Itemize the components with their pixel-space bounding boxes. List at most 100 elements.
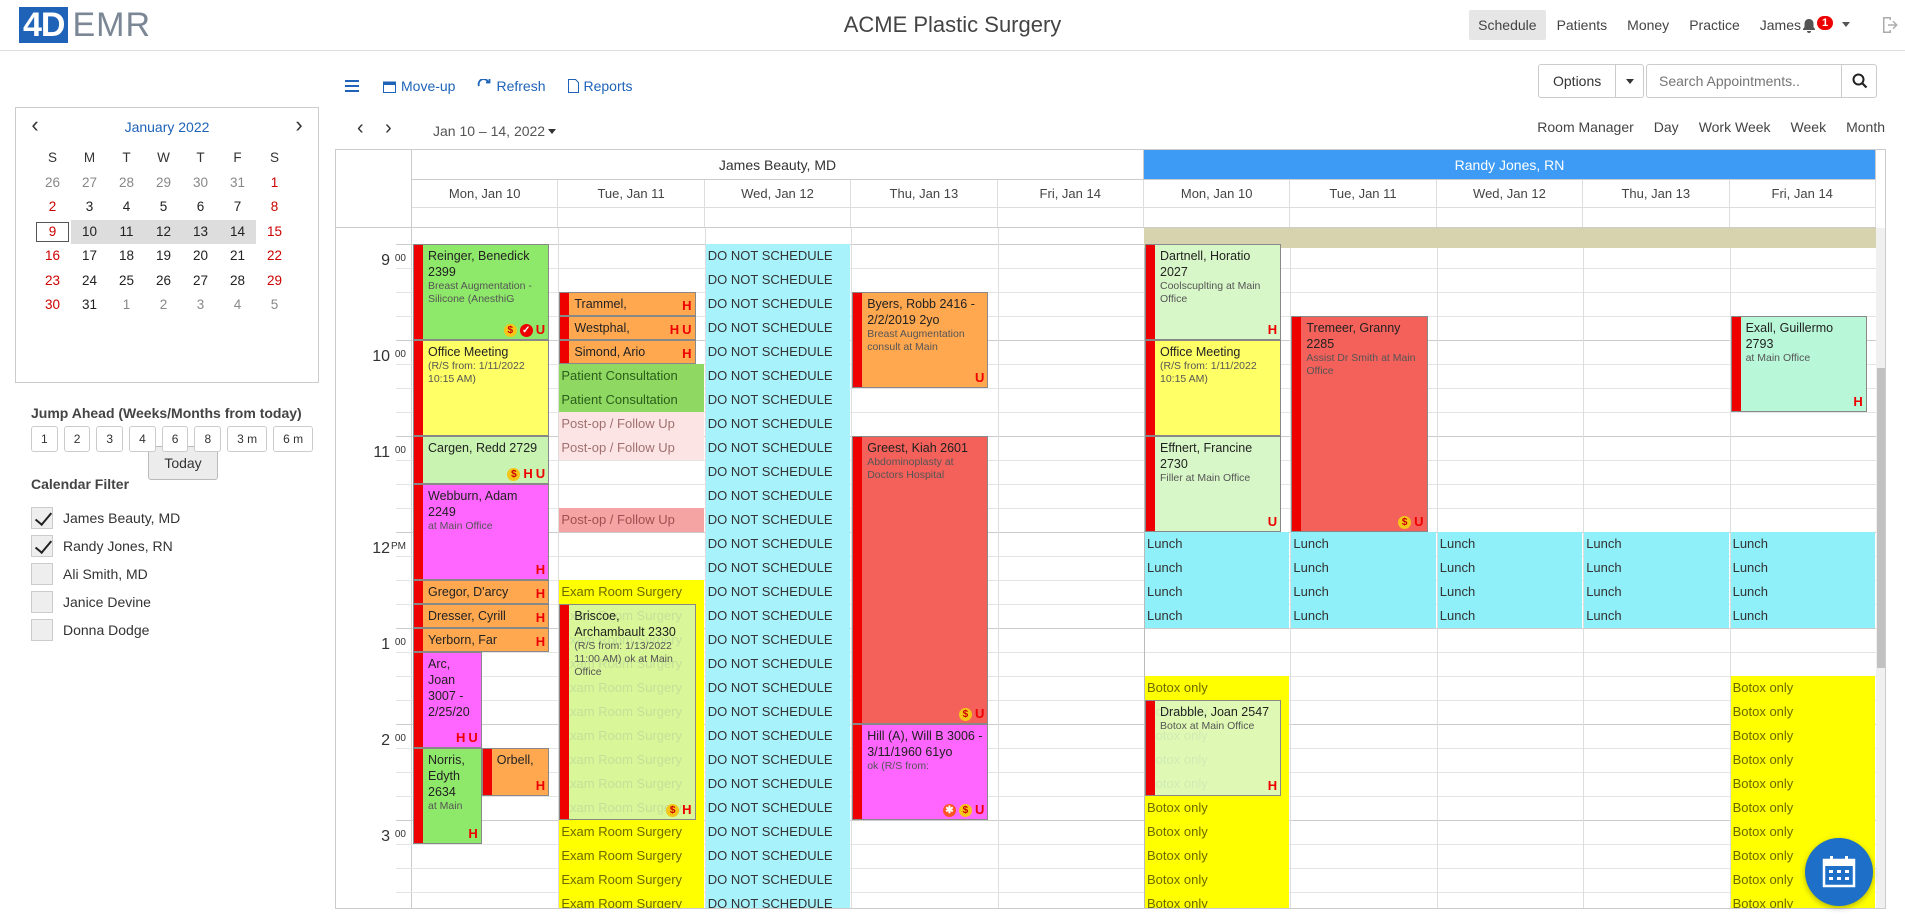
lunch-block[interactable]: Lunch xyxy=(1291,580,1436,604)
date-range-selector[interactable]: Jan 10 – 14, 2022 xyxy=(433,123,546,139)
day-column-header[interactable]: Tue, Jan 11 xyxy=(1290,180,1437,208)
do-not-schedule-block[interactable]: DO NOT SCHEDULE xyxy=(705,628,851,652)
do-not-schedule-block[interactable]: DO NOT SCHEDULE xyxy=(705,820,851,844)
mini-calendar-day[interactable]: 31 xyxy=(81,297,98,312)
prev-week-icon[interactable]: ‹ xyxy=(357,117,364,139)
do-not-schedule-block[interactable]: DO NOT SCHEDULE xyxy=(705,580,851,604)
do-not-schedule-block[interactable]: DO NOT SCHEDULE xyxy=(705,532,851,556)
do-not-schedule-block[interactable]: DO NOT SCHEDULE xyxy=(705,724,851,748)
post-op-block[interactable]: Post-op / Follow Up xyxy=(559,508,704,532)
mini-calendar-day[interactable]: 19 xyxy=(155,248,172,263)
lunch-block[interactable]: Lunch xyxy=(1584,580,1729,604)
search-appointments-input[interactable] xyxy=(1646,64,1842,98)
do-not-schedule-block[interactable]: DO NOT SCHEDULE xyxy=(705,892,851,908)
jump-button[interactable]: 3 m xyxy=(227,426,268,452)
view-day[interactable]: Day xyxy=(1653,119,1679,135)
mini-calendar-day[interactable]: 23 xyxy=(44,272,61,288)
botox-only-block[interactable]: Botox only xyxy=(1730,748,1875,772)
do-not-schedule-block[interactable]: DO NOT SCHEDULE xyxy=(705,412,851,436)
jump-button[interactable]: 4 xyxy=(129,426,156,452)
mini-calendar-day[interactable]: 30 xyxy=(44,297,61,312)
appointment[interactable]: Dartnell, Horatio 2027 Coolscuplting at M… xyxy=(1145,244,1282,340)
mini-calendar-day[interactable]: 31 xyxy=(229,174,246,190)
lunch-block[interactable]: Lunch xyxy=(1145,556,1290,580)
notification-badge[interactable]: 1 xyxy=(1817,16,1834,30)
mini-calendar-day[interactable]: 3 xyxy=(85,199,94,214)
day-column-header[interactable]: Mon, Jan 10 xyxy=(412,180,559,208)
lunch-block[interactable]: Lunch xyxy=(1730,532,1875,556)
do-not-schedule-block[interactable]: DO NOT SCHEDULE xyxy=(705,340,851,364)
next-week-icon[interactable]: › xyxy=(385,117,392,139)
mini-calendar-day[interactable]: 28 xyxy=(229,272,246,288)
do-not-schedule-block[interactable]: DO NOT SCHEDULE xyxy=(705,292,851,316)
do-not-schedule-block[interactable]: DO NOT SCHEDULE xyxy=(705,556,851,580)
hamburger-menu-icon[interactable] xyxy=(345,79,361,93)
mini-calendar-day[interactable]: 24 xyxy=(81,272,98,288)
appointment[interactable]: Greest, Kiah 2601 Abdominoplasty at Docto… xyxy=(852,436,989,724)
botox-only-block[interactable]: Botox only xyxy=(1145,844,1290,868)
botox-only-block[interactable]: Botox only xyxy=(1145,676,1290,700)
do-not-schedule-block[interactable]: DO NOT SCHEDULE xyxy=(705,484,851,508)
do-not-schedule-block[interactable]: DO NOT SCHEDULE xyxy=(705,748,851,772)
botox-only-block[interactable]: Botox only xyxy=(1145,820,1290,844)
patient-consultation-block[interactable]: Patient Consultation xyxy=(559,388,704,412)
app-logo[interactable]: 4D EMR xyxy=(19,7,151,43)
mini-calendar-day[interactable]: 14 xyxy=(219,219,256,244)
lunch-block[interactable]: Lunch xyxy=(1584,532,1729,556)
appointment[interactable]: Cargen, Redd 2729 $ H U xyxy=(413,436,550,484)
botox-only-block[interactable]: Botox only xyxy=(1730,724,1875,748)
do-not-schedule-block[interactable]: DO NOT SCHEDULE xyxy=(705,676,851,700)
lunch-block[interactable]: Lunch xyxy=(1730,604,1875,628)
appointment[interactable]: Hill (A), Will B 3006 - 3/11/1960 61yo ok… xyxy=(852,724,989,820)
botox-only-block[interactable]: Botox only xyxy=(1145,868,1290,892)
botox-only-block[interactable]: Botox only xyxy=(1730,676,1875,700)
day-column-header[interactable]: Wed, Jan 12 xyxy=(704,180,852,208)
appointment[interactable]: Orbell, H xyxy=(481,748,550,796)
lunch-block[interactable]: Lunch xyxy=(1730,556,1875,580)
exam-room-surgery-block[interactable]: Exam Room Surgery xyxy=(559,892,704,908)
mini-calendar-day[interactable]: 28 xyxy=(118,174,135,190)
lunch-block[interactable]: Lunch xyxy=(1437,532,1583,556)
nav-patients[interactable]: Patients xyxy=(1556,17,1608,33)
do-not-schedule-block[interactable]: DO NOT SCHEDULE xyxy=(705,460,851,484)
checkbox[interactable] xyxy=(31,535,53,557)
chevron-down-icon[interactable] xyxy=(548,129,556,134)
do-not-schedule-block[interactable]: DO NOT SCHEDULE xyxy=(705,604,851,628)
day-column-header[interactable]: Fri, Jan 14 xyxy=(997,180,1144,208)
day-column-header[interactable]: Thu, Jan 13 xyxy=(851,180,998,208)
lunch-block[interactable]: Lunch xyxy=(1437,604,1583,628)
mini-calendar-day[interactable]: 6 xyxy=(196,199,205,214)
provider-header[interactable]: James Beauty, MD xyxy=(412,150,1144,180)
appointment[interactable]: Trammel, H xyxy=(559,292,696,316)
mini-calendar-day[interactable]: 4 xyxy=(122,199,131,214)
lunch-block[interactable]: Lunch xyxy=(1145,580,1290,604)
filter-item[interactable]: Donna Dodge xyxy=(31,616,180,644)
mini-calendar-day[interactable]: 9 xyxy=(34,220,71,245)
appointment[interactable]: Office Meeting (R/S from: 1/11/2022 10:15… xyxy=(413,340,550,436)
scrollbar-thumb[interactable] xyxy=(1877,368,1885,668)
filter-item[interactable]: Randy Jones, RN xyxy=(31,532,180,560)
chevron-down-icon[interactable] xyxy=(1842,22,1850,27)
nav-money[interactable]: Money xyxy=(1627,17,1670,33)
botox-only-block[interactable]: Botox only xyxy=(1730,796,1875,820)
botox-only-block[interactable]: Botox only xyxy=(1730,700,1875,724)
mini-calendar-day[interactable]: 16 xyxy=(44,248,61,263)
appointment[interactable]: Byers, Robb 2416 - 2/2/2019 2yo Breast Au… xyxy=(852,292,989,388)
mini-calendar-day[interactable]: 2 xyxy=(48,199,57,214)
do-not-schedule-block[interactable]: DO NOT SCHEDULE xyxy=(705,652,851,676)
view-room-manager[interactable]: Room Manager xyxy=(1537,119,1634,135)
mini-calendar-day[interactable]: 22 xyxy=(266,248,283,263)
mini-calendar-day[interactable]: 18 xyxy=(118,248,135,263)
post-op-block[interactable]: Post-op / Follow Up xyxy=(559,436,704,460)
lunch-block[interactable]: Lunch xyxy=(1584,556,1729,580)
do-not-schedule-block[interactable]: DO NOT SCHEDULE xyxy=(705,868,851,892)
appointment[interactable]: Exall, Guillermo 2793 at Main Office H xyxy=(1730,316,1867,412)
jump-button[interactable]: 1 xyxy=(31,426,58,452)
mini-calendar-day[interactable]: 3 xyxy=(196,297,205,312)
next-month-icon[interactable]: › xyxy=(295,112,303,137)
checkbox[interactable] xyxy=(31,619,53,641)
mini-calendar-day[interactable]: 13 xyxy=(182,219,219,244)
appointment[interactable]: Westphal, H U xyxy=(559,316,696,340)
mini-calendar-day[interactable]: 20 xyxy=(192,248,209,263)
mini-calendar-day[interactable]: 4 xyxy=(233,297,242,312)
